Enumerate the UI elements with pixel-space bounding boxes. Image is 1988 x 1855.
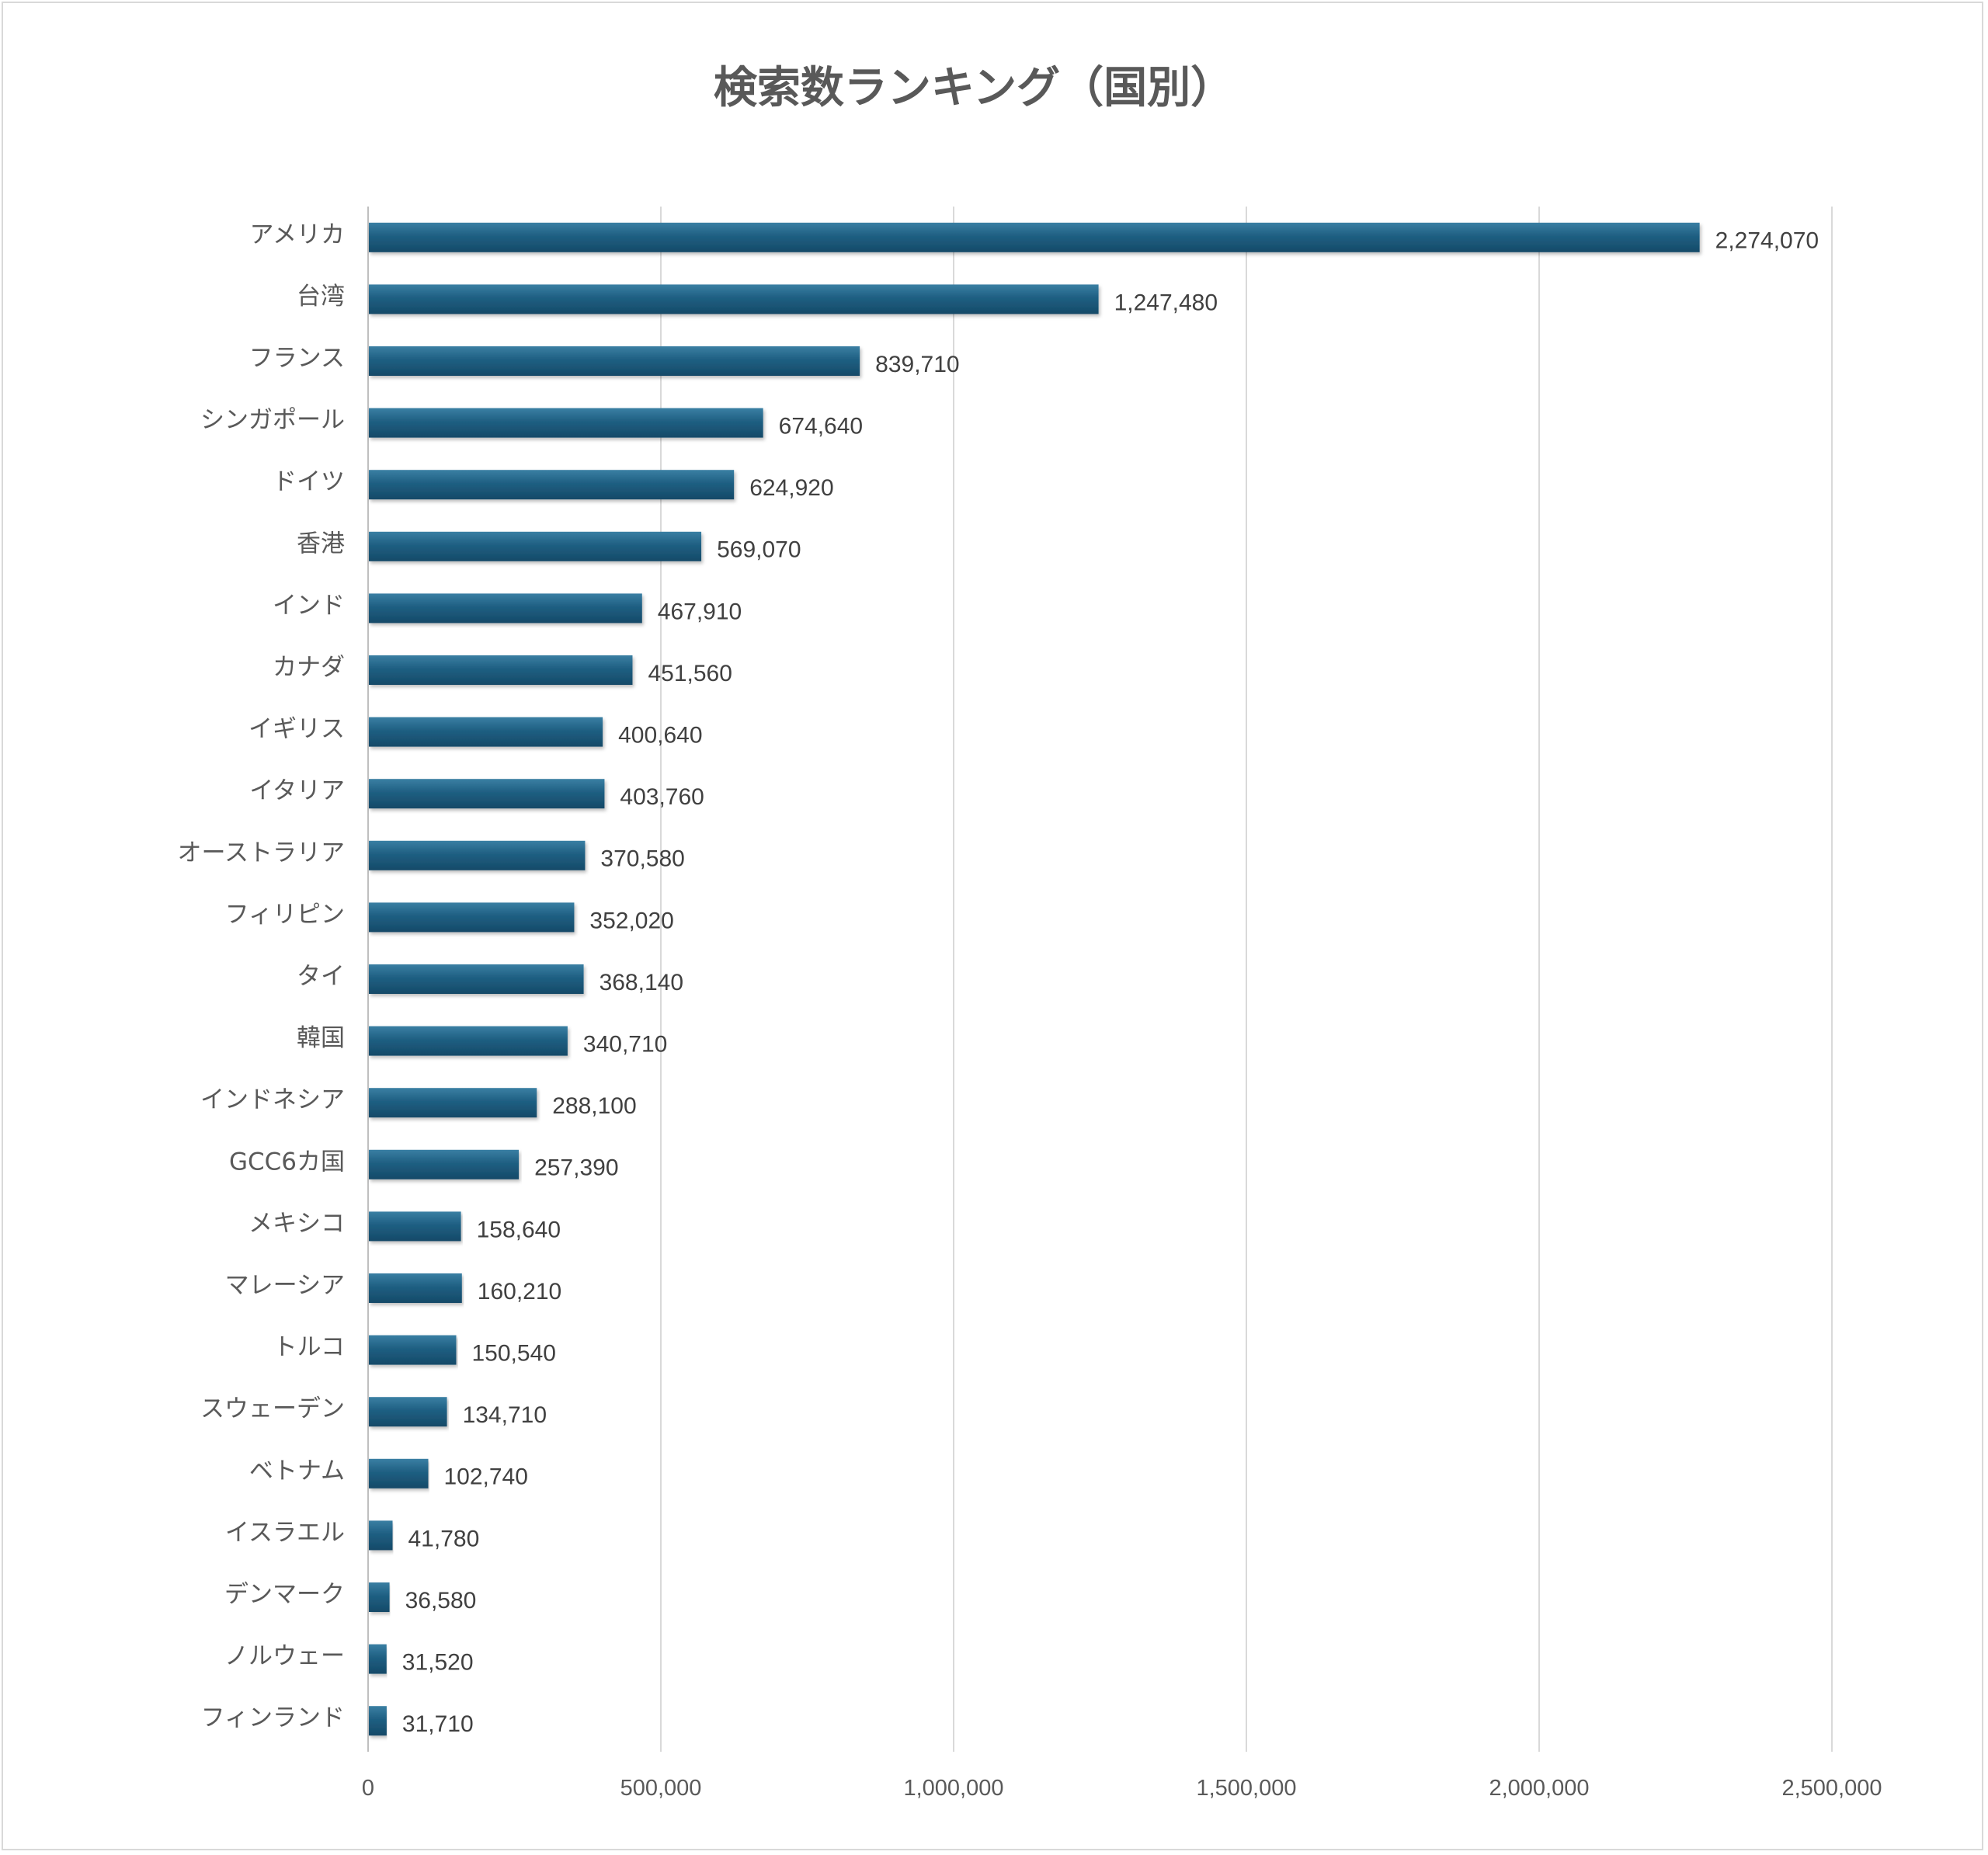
bar-chart: 検索数ランキング（国別） アメリカ台湾フランスシンガポールドイツ香港インドカナダ… [178, 63, 1882, 1801]
category-label: イタリア [249, 777, 345, 805]
data-label: 288,100 [552, 1093, 636, 1119]
x-tick-label: 2,500,000 [1781, 1776, 1882, 1801]
bar [369, 1644, 387, 1674]
bar [369, 1458, 429, 1489]
data-label: 403,760 [620, 784, 704, 810]
category-label: ノルウェー [224, 1642, 345, 1670]
bar [369, 346, 860, 376]
bar [369, 593, 642, 624]
data-label: 569,070 [717, 537, 801, 563]
data-label: 368,140 [600, 970, 683, 995]
bar [369, 1335, 457, 1365]
category-label: アメリカ [250, 221, 345, 248]
category-label: メキシコ [248, 1210, 345, 1238]
x-tick-label: 1,500,000 [1196, 1776, 1296, 1801]
bar [369, 655, 633, 685]
data-label: 257,390 [534, 1155, 618, 1181]
category-label: イスラエル [225, 1519, 345, 1547]
category-label: タイ [297, 963, 345, 991]
category-label: フィンランド [201, 1704, 345, 1732]
data-label: 31,520 [402, 1650, 474, 1676]
bar [369, 1706, 387, 1736]
bar [369, 1211, 461, 1242]
category-label: GCC6カ国 [229, 1148, 345, 1176]
category-label: 韓国 [297, 1024, 345, 1052]
category-label: インドネシア [200, 1086, 345, 1114]
data-label: 370,580 [600, 846, 684, 872]
category-label: 香港 [297, 530, 345, 558]
data-label: 160,210 [478, 1279, 561, 1304]
category-label: インド [273, 592, 345, 620]
category-label: フランス [249, 345, 345, 373]
x-tick-label: 1,000,000 [903, 1776, 1003, 1801]
x-tick-label: 0 [362, 1776, 374, 1801]
data-label: 451,560 [648, 661, 732, 686]
data-label: 158,640 [477, 1217, 561, 1242]
x-tick-label: 2,000,000 [1489, 1776, 1589, 1801]
bar [369, 779, 605, 809]
category-label: スウェーデン [200, 1395, 345, 1423]
value-labels: 2,274,070 1,247,480 839,710 674,640 624,920 5… [402, 228, 1819, 1737]
x-tick-label: 500,000 [620, 1776, 702, 1801]
bar [369, 1026, 568, 1056]
data-label: 102,740 [443, 1464, 527, 1490]
data-label: 400,640 [618, 723, 702, 749]
x-axis-tick-labels: 0 500,000 1,000,000 1,500,000 2,000,000 2,500… [362, 1776, 1882, 1801]
bar [369, 964, 584, 994]
bar [369, 408, 763, 438]
category-label: 台湾 [297, 283, 345, 311]
data-label: 839,710 [875, 352, 959, 377]
category-label: イギリス [248, 715, 345, 743]
bar [369, 717, 603, 747]
category-label: デンマーク [224, 1581, 345, 1609]
bar [369, 1520, 393, 1551]
category-label: ベトナム [249, 1457, 345, 1485]
data-label: 624,920 [749, 475, 833, 501]
category-label: オーストラリア [178, 839, 345, 867]
gridlines [367, 207, 1833, 1752]
bar [369, 902, 575, 933]
bar [369, 284, 1099, 314]
bar [369, 1149, 520, 1179]
bars [369, 222, 1700, 1736]
data-label: 150,540 [472, 1341, 556, 1367]
bar [369, 222, 1700, 252]
data-label: 467,910 [658, 599, 742, 624]
category-label: フィリピン [225, 901, 345, 929]
bar [369, 1582, 390, 1612]
data-label: 31,710 [402, 1711, 474, 1737]
bar [369, 1397, 447, 1427]
data-label: 41,780 [408, 1526, 480, 1551]
bar [369, 1273, 462, 1303]
category-label: シンガポール [200, 406, 345, 434]
data-label: 36,580 [405, 1588, 477, 1614]
category-labels: アメリカ台湾フランスシンガポールドイツ香港インドカナダイギリスイタリアオーストラ… [178, 221, 345, 1732]
bar [369, 840, 586, 870]
data-label: 674,640 [779, 414, 863, 439]
bar [369, 470, 735, 500]
data-label: 1,247,480 [1114, 290, 1218, 315]
bar [369, 531, 702, 561]
data-label: 352,020 [589, 908, 673, 933]
chart-title: 検索数ランキング（国別） [714, 63, 1234, 113]
bar [369, 1088, 537, 1118]
category-label: ドイツ [273, 468, 345, 496]
category-label: カナダ [273, 654, 345, 682]
data-label: 2,274,070 [1715, 228, 1819, 254]
category-label: トルコ [273, 1333, 345, 1361]
data-label: 340,710 [583, 1032, 667, 1058]
data-label: 134,710 [463, 1402, 547, 1428]
category-label: マレーシア [225, 1272, 345, 1300]
